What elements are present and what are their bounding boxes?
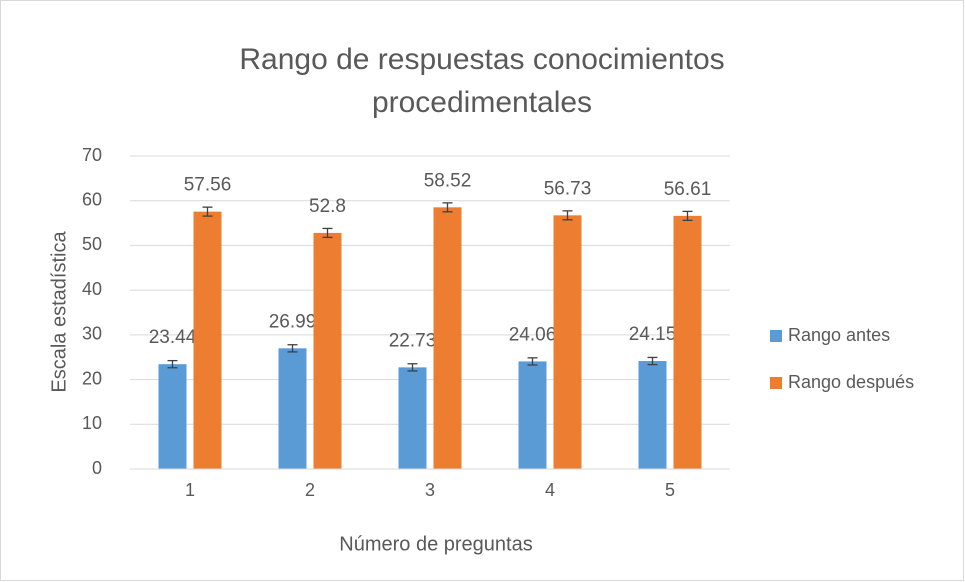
chart-title: Rango de respuestas conocimientos proced… — [239, 43, 725, 119]
y-tick-label: 50 — [82, 234, 102, 254]
data-label: 52.8 — [309, 196, 346, 217]
y-tick-label: 0 — [92, 458, 102, 478]
x-tick-label: 5 — [665, 480, 675, 500]
data-label: 24.06 — [509, 324, 557, 345]
y-tick-label: 30 — [82, 324, 102, 344]
bar — [398, 367, 427, 469]
y-axis-label: Escala estadística — [48, 231, 70, 393]
x-tick-label: 1 — [185, 480, 195, 500]
x-tick-label: 4 — [545, 480, 555, 500]
bar — [158, 364, 187, 469]
bar — [313, 232, 342, 469]
x-tick-label: 2 — [305, 480, 315, 500]
bar — [433, 207, 462, 469]
bar — [673, 215, 702, 469]
legend-swatch — [770, 330, 782, 342]
bar — [553, 215, 582, 469]
y-tick-label: 20 — [82, 368, 102, 388]
y-tick-label: 60 — [82, 189, 102, 209]
data-label: 26.99 — [269, 311, 317, 332]
y-tick-label: 10 — [82, 413, 102, 433]
data-label: 56.73 — [544, 178, 592, 199]
legend-swatch — [770, 377, 782, 389]
data-label: 23.44 — [149, 327, 197, 348]
data-label: 24.15 — [629, 324, 677, 345]
x-axis-label: Número de preguntas — [339, 533, 532, 555]
data-label: 22.73 — [389, 330, 437, 351]
data-label: 56.61 — [664, 179, 712, 200]
bar — [278, 348, 307, 469]
legend-label: Rango antes — [788, 325, 890, 345]
data-label: 57.56 — [184, 175, 232, 196]
y-tick-label: 70 — [82, 145, 102, 165]
y-tick-label: 40 — [82, 279, 102, 299]
bar — [638, 361, 667, 469]
legend-label: Rango después — [788, 372, 914, 392]
bar — [193, 211, 222, 469]
data-label: 58.52 — [424, 170, 472, 191]
bar — [518, 361, 547, 469]
x-tick-label: 3 — [425, 480, 435, 500]
